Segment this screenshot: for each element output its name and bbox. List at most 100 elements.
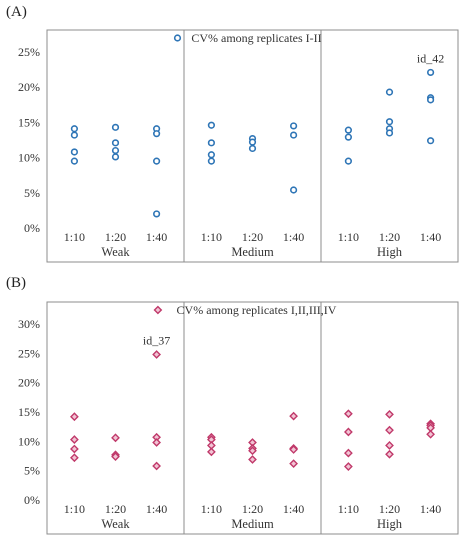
data-point	[153, 130, 161, 138]
data-point	[385, 409, 394, 419]
y-tick-label: 10%	[18, 434, 40, 448]
x-tick-label: 1:20	[242, 230, 263, 244]
data-point	[70, 157, 78, 165]
x-tick-label: 1:20	[105, 502, 126, 516]
data-point	[207, 121, 215, 129]
data-point	[427, 137, 435, 145]
data-point	[290, 122, 298, 130]
data-point	[111, 139, 120, 147]
x-tick-label: 1:10	[338, 502, 359, 516]
data-point	[344, 427, 353, 437]
x-tick-label: 1:20	[379, 230, 400, 244]
legend-label: CV% among replicates I-II	[191, 31, 321, 45]
data-point	[385, 129, 394, 137]
data-point	[207, 151, 215, 159]
data-point	[207, 157, 215, 165]
point-annotation: id_42	[417, 51, 444, 65]
y-tick-label: 0%	[24, 221, 40, 235]
data-point	[153, 210, 161, 218]
data-point	[207, 139, 215, 147]
data-point	[153, 157, 161, 165]
data-point	[427, 96, 435, 104]
y-tick-label: 5%	[24, 464, 40, 478]
y-tick-label: 10%	[18, 151, 40, 165]
data-point	[111, 123, 120, 131]
plot-frame	[46, 301, 459, 535]
data-point	[427, 68, 435, 77]
legend-label: CV% among replicates I,II,III,IV	[177, 303, 337, 317]
x-tick-label: 1:40	[146, 230, 167, 244]
data-point	[290, 131, 298, 139]
group-label: Medium	[231, 245, 274, 259]
x-tick-label: 1:40	[283, 230, 304, 244]
data-point	[344, 448, 353, 458]
data-point	[70, 453, 79, 463]
data-point	[344, 157, 353, 165]
data-point	[385, 441, 394, 450]
y-tick-label: 25%	[18, 346, 40, 360]
chart-a: 0% 5% 10% 15% 20% 25% 1:10 1:20 1:40 Weak 1:10 1:20…	[18, 29, 459, 263]
legend-marker	[153, 305, 163, 315]
x-tick-label: 1:20	[242, 502, 263, 516]
data-point	[152, 438, 161, 447]
x-tick-label: 1:10	[201, 230, 222, 244]
data-point	[152, 461, 161, 471]
data-point	[111, 433, 120, 443]
group-label: High	[377, 517, 403, 531]
point-annotation: id_37	[143, 334, 170, 348]
data-point	[385, 449, 394, 459]
data-point	[70, 131, 78, 139]
data-point	[385, 425, 394, 435]
data-point	[248, 455, 257, 464]
data-point	[152, 350, 161, 359]
y-tick-label: 15%	[18, 405, 40, 419]
group-label: Weak	[101, 245, 130, 259]
group-label: Medium	[231, 517, 274, 531]
x-tick-label: 1:20	[379, 502, 400, 516]
data-point	[385, 118, 394, 126]
data-point	[111, 146, 120, 155]
data-point	[70, 435, 79, 444]
x-tick-label: 1:10	[64, 230, 85, 244]
data-point	[70, 444, 79, 454]
data-point	[344, 409, 353, 419]
group-label: Weak	[101, 517, 130, 531]
x-tick-label: 1:10	[201, 502, 222, 516]
data-point	[385, 88, 394, 96]
y-tick-label: 30%	[18, 317, 40, 331]
data-point	[70, 412, 79, 422]
x-tick-label: 1:20	[105, 230, 126, 244]
data-point	[289, 445, 298, 454]
data-point	[248, 144, 257, 153]
group-label: High	[377, 245, 403, 259]
x-tick-label: 1:10	[338, 230, 359, 244]
legend: CV% among replicates I,II,III,IV	[153, 303, 337, 317]
data-point	[70, 125, 78, 133]
data-point	[344, 126, 353, 134]
data-point	[289, 411, 298, 421]
y-tick-label: 20%	[18, 80, 40, 94]
data-point	[111, 153, 120, 161]
data-point	[426, 429, 435, 439]
data-point	[290, 186, 298, 194]
data-point	[344, 133, 353, 141]
panel-a-label: (A)	[6, 4, 27, 20]
data-point	[248, 446, 257, 456]
x-tick-label: 1:40	[146, 502, 167, 516]
legend: CV% among replicates I-II	[173, 31, 322, 45]
x-tick-label: 1:40	[420, 502, 441, 516]
legend-marker	[173, 34, 182, 42]
plot-frame	[46, 29, 459, 263]
data-point	[70, 148, 78, 156]
x-tick-label: 1:40	[420, 230, 441, 244]
data-point	[111, 452, 120, 461]
x-tick-label: 1:10	[64, 502, 85, 516]
chart-b: 0% 5% 10% 15% 20% 25% 30% 1:10 1:20 1:40 Weak 1:10 1…	[18, 301, 459, 535]
y-tick-label: 20%	[18, 376, 40, 390]
panel-b-label: (B)	[6, 275, 26, 291]
x-tick-label: 1:40	[283, 502, 304, 516]
data-point	[207, 447, 216, 457]
y-tick-label: 25%	[18, 45, 40, 59]
data-point	[289, 459, 298, 469]
y-tick-label: 15%	[18, 115, 40, 129]
